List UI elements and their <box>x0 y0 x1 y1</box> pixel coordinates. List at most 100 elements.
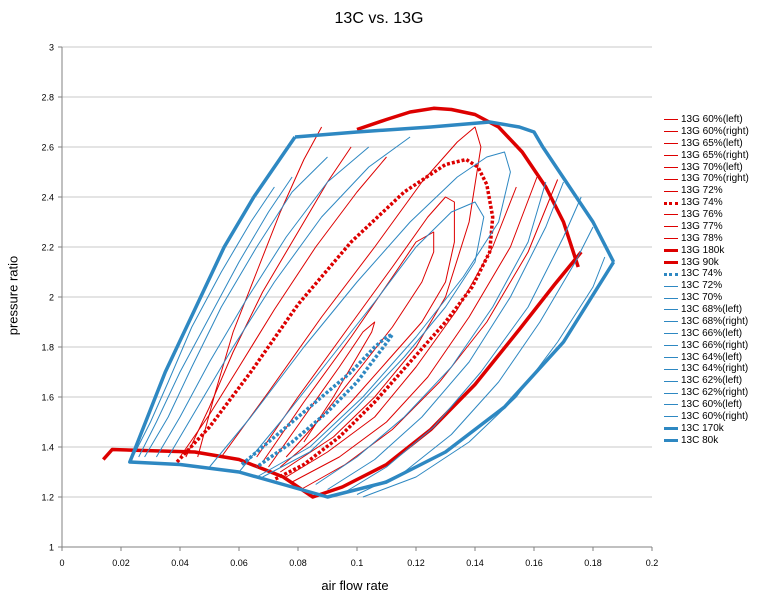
legend-swatch <box>664 333 678 335</box>
x-tick-label: 0.04 <box>171 558 189 568</box>
legend-item: 13G 72% <box>664 185 749 197</box>
y-tick-label: 2.8 <box>41 93 54 103</box>
axes <box>58 46 653 551</box>
legend-swatch <box>664 285 678 287</box>
legend-item: 13G 70%(right) <box>664 173 749 185</box>
legend-label: 13C 170k <box>681 422 724 434</box>
series-line-13c-70- <box>209 151 511 478</box>
legend-label: 13C 60%(right) <box>681 410 749 422</box>
legend-item: 13C 70% <box>664 292 749 304</box>
y-tick-label: 2.2 <box>41 243 54 253</box>
series-line-13c-64-left- <box>144 156 328 458</box>
legend-item: 13C 170k <box>664 423 749 435</box>
legend-swatch <box>664 392 678 394</box>
gridlines <box>62 46 652 548</box>
legend-label: 13C 64%(right) <box>681 363 749 375</box>
legend: 13G 60%(left) 13G 60%(right) 13G 65%(left)… <box>664 114 749 447</box>
legend-label: 13C 64%(left) <box>681 351 743 363</box>
legend-swatch <box>664 345 678 347</box>
series-line-13g-72- <box>220 126 482 473</box>
x-tick-label: 0.14 <box>466 558 484 568</box>
legend-label: 13G 65%(left) <box>681 137 743 149</box>
legend-label: 13G 65%(right) <box>681 149 749 161</box>
legend-label: 13C 68%(left) <box>681 304 743 315</box>
legend-swatch <box>664 272 678 276</box>
y-tick-label: 2.4 <box>41 193 54 203</box>
series-line-13c-66-right- <box>327 181 564 490</box>
series-line-13g-74- <box>175 157 495 482</box>
series-line-13c-74- <box>240 332 395 469</box>
legend-item: 13G 60%(right) <box>664 126 749 138</box>
y-tick-label: 3 <box>49 43 54 53</box>
legend-item: 13C 66%(left) <box>664 328 749 340</box>
legend-item: 13C 68%(left) <box>664 304 749 316</box>
legend-label: 13G 180k <box>681 244 725 256</box>
legend-swatch <box>664 238 678 240</box>
y-tick-label: 1 <box>49 543 54 553</box>
x-tick-label: 0 <box>59 558 64 568</box>
legend-item: 13C 60%(right) <box>664 411 749 423</box>
x-tick-label: 0.02 <box>112 558 130 568</box>
legend-item: 13G 60%(left) <box>664 114 749 126</box>
legend-item: 13C 68%(right) <box>664 316 749 328</box>
y-tick-label: 1.6 <box>41 393 54 403</box>
legend-label: 13G 74% <box>681 197 723 209</box>
series-line-13g-77- <box>262 231 435 463</box>
y-tick-label: 1.4 <box>41 443 54 453</box>
legend-label: 13C 74% <box>681 268 723 280</box>
legend-swatch <box>664 166 678 168</box>
legend-swatch <box>664 321 678 323</box>
legend-label: 13G 70%(right) <box>681 173 749 185</box>
series-line-13c-64-right- <box>344 196 582 493</box>
series-line-13g-90k <box>101 250 583 499</box>
legend-label: 13G 78% <box>681 232 723 244</box>
legend-item: 13C 62%(left) <box>664 375 749 387</box>
legend-item: 13G 65%(left) <box>664 138 749 150</box>
x-tick-label: 0.06 <box>230 558 248 568</box>
series-line-13c-66-left- <box>155 146 370 458</box>
legend-swatch <box>664 155 678 157</box>
x-tick-label: 0.18 <box>584 558 602 568</box>
legend-item: 13C 64%(right) <box>664 363 749 375</box>
series-line-13g-70-right- <box>285 186 517 478</box>
series-layer <box>101 106 616 499</box>
legend-swatch <box>664 119 678 121</box>
legend-item: 13G 65%(right) <box>664 150 749 162</box>
legend-item: 13C 80k <box>664 435 749 447</box>
legend-label: 13G 90k <box>681 256 719 268</box>
legend-item: 13G 74% <box>664 197 749 209</box>
legend-label: 13C 66%(left) <box>681 327 743 339</box>
legend-item: 13G 90k <box>664 257 749 269</box>
series-line-13c-68-right- <box>315 181 547 485</box>
legend-swatch <box>664 427 678 431</box>
legend-swatch <box>664 190 678 192</box>
y-tick-label: 1.2 <box>41 493 54 503</box>
legend-swatch <box>664 309 678 311</box>
series-line-13g-65-right- <box>291 176 538 483</box>
legend-item: 13G 77% <box>664 221 749 233</box>
legend-item: 13C 74% <box>664 268 749 280</box>
legend-swatch <box>664 439 678 443</box>
legend-label: 13C 68%(right) <box>681 315 749 327</box>
legend-swatch <box>664 260 678 264</box>
legend-label: 13G 76% <box>681 209 723 220</box>
legend-label: 13C 60%(left) <box>681 399 743 410</box>
series-line-13c-170k <box>294 120 616 263</box>
x-tick-label: 0.16 <box>525 558 543 568</box>
y-axis-label: pressure ratio <box>5 255 21 336</box>
legend-swatch <box>664 380 678 382</box>
y-tick-label: 1.8 <box>41 343 54 353</box>
series-line-13c-62-left- <box>138 176 293 458</box>
series-line-13g-70-left- <box>179 156 387 458</box>
legend-label: 13C 62%(right) <box>681 387 749 399</box>
legend-label: 13C 72% <box>681 280 723 292</box>
series-line-13c-68-left- <box>167 136 411 458</box>
tick-labels: 1 1.2 1.4 1.6 1.8 2 2.2 2.4 2.6 2.8 3 0 0.02 0.04 0.06… <box>41 43 658 569</box>
legend-item: 13G 70%(left) <box>664 162 749 174</box>
series-line-13c-72- <box>238 201 485 478</box>
y-tick-label: 2.6 <box>41 143 54 153</box>
legend-item: 13C 62%(right) <box>664 387 749 399</box>
series-line-13c-60-left- <box>132 186 275 458</box>
series-line-13g-60-left- <box>197 126 323 458</box>
legend-label: 13G 77% <box>681 220 723 232</box>
